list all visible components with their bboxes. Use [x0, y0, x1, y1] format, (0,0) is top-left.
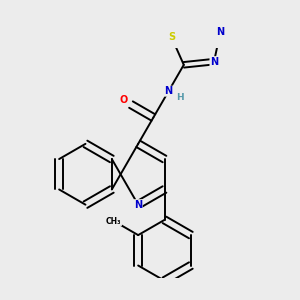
Text: O: O	[120, 95, 128, 105]
Text: N: N	[134, 200, 142, 210]
Text: N: N	[210, 57, 218, 67]
Text: N: N	[164, 86, 172, 96]
Text: H: H	[176, 93, 184, 102]
Text: N: N	[216, 27, 224, 37]
Text: S: S	[168, 32, 175, 42]
Text: CH₃: CH₃	[106, 217, 122, 226]
